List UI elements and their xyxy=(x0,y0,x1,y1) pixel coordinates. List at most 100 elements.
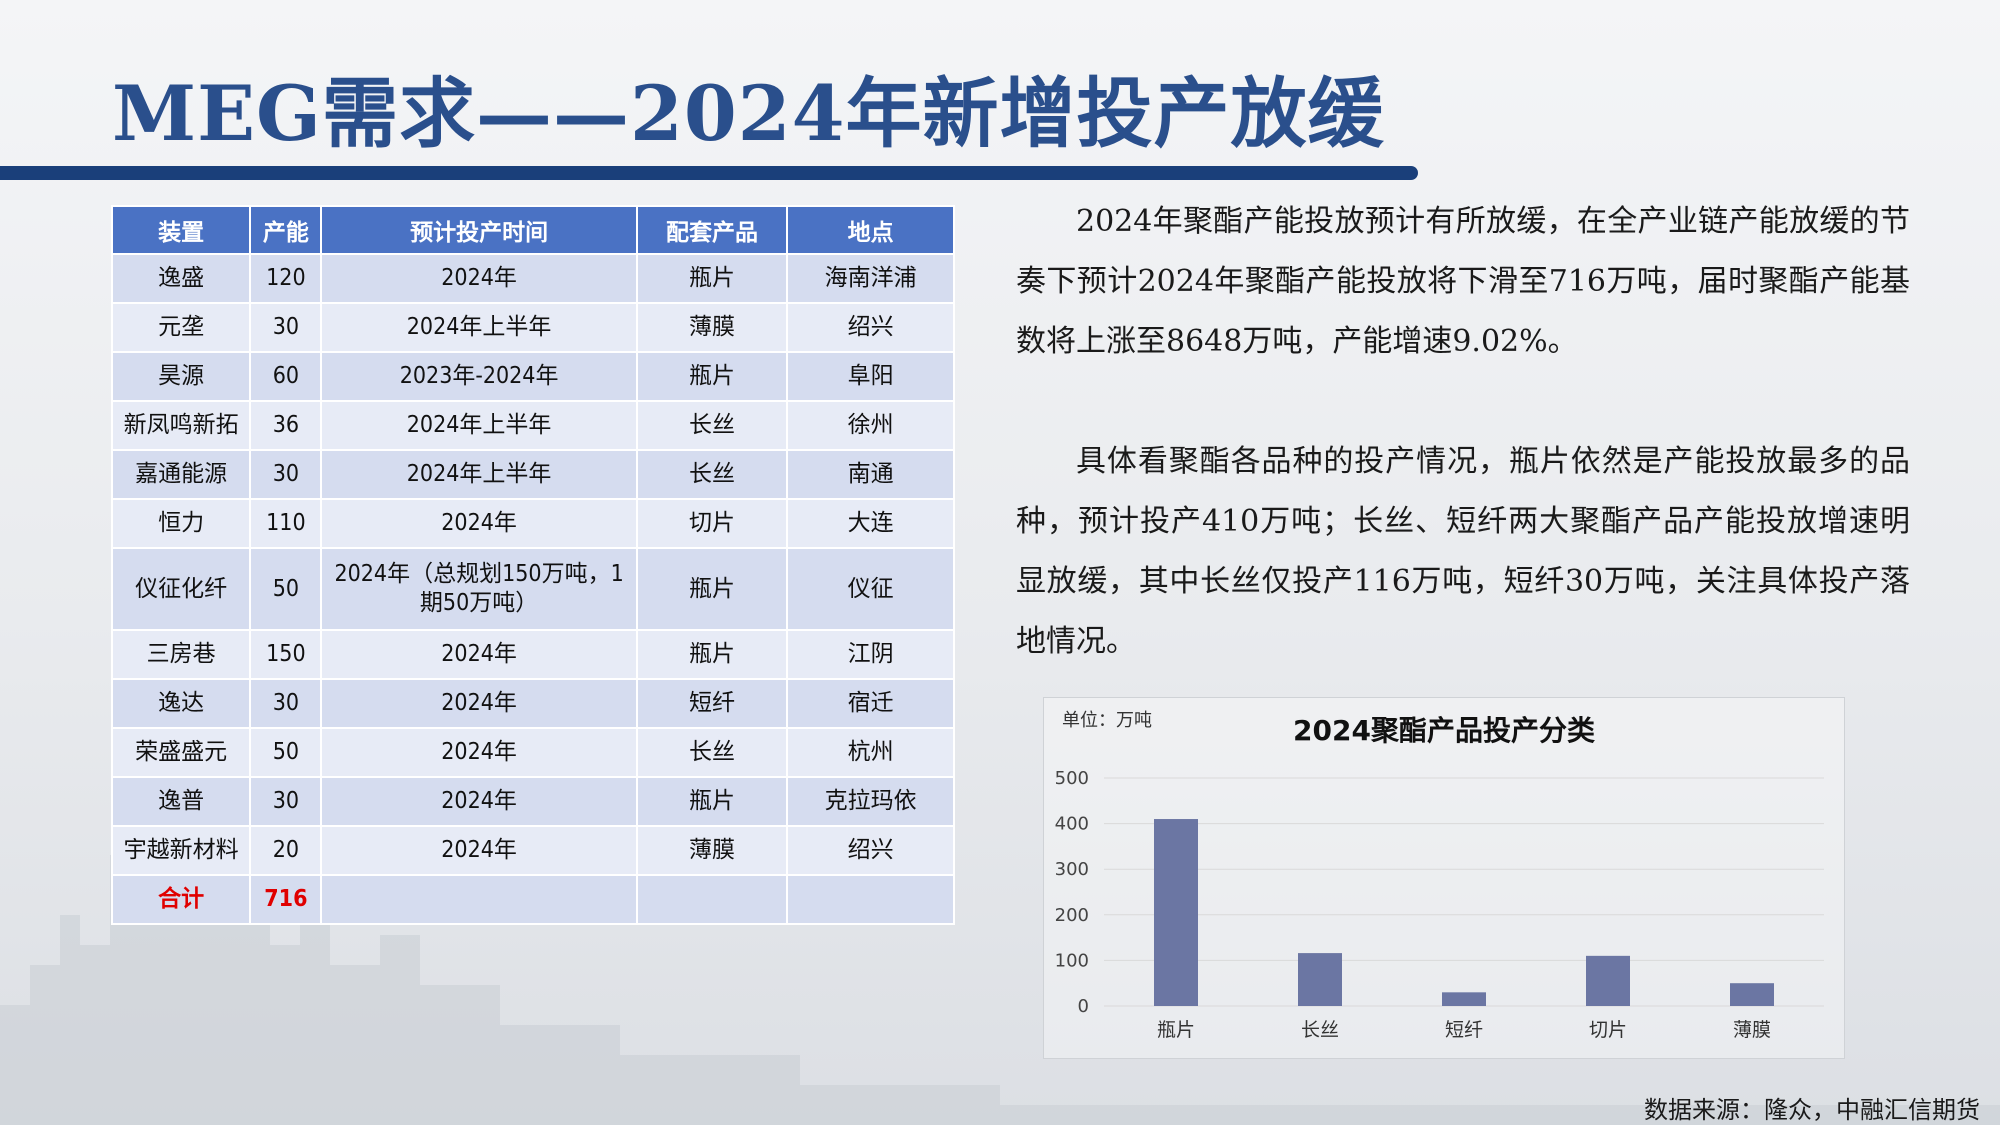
cell-location: 海南洋浦 xyxy=(786,253,955,304)
table-row: 荣盛盛元 50 2024年 长丝 杭州 xyxy=(110,727,955,778)
cell-device: 逸盛 xyxy=(110,253,252,304)
cell-product: 瓶片 xyxy=(635,776,789,827)
total-capacity: 716 xyxy=(249,874,323,925)
cell-product: 短纤 xyxy=(635,678,789,729)
cell-start-time: 2024年 xyxy=(320,825,638,876)
chart-title: 2024聚酯产品投产分类 xyxy=(1293,714,1595,747)
cell-location: 杭州 xyxy=(786,727,955,778)
bar-chart: 单位：万吨 2024聚酯产品投产分类 0 100 200 300 400 500 瓶片 长丝 短纤 切… xyxy=(1055,710,1824,1041)
cell-capacity: 60 xyxy=(249,351,323,402)
cell-start-time: 2024年 xyxy=(320,629,638,680)
bar-2 xyxy=(1442,992,1486,1006)
cell-location: 大连 xyxy=(786,498,955,549)
cell-start-time: 2024年（总规划150万吨，1期50万吨） xyxy=(320,547,638,631)
cell-device: 恒力 xyxy=(110,498,252,549)
table-row: 逸达 30 2024年 短纤 宿迁 xyxy=(110,678,955,729)
cell-start-time: 2024年 xyxy=(320,727,638,778)
table-row: 新凤鸣新拓 36 2024年上半年 长丝 徐州 xyxy=(110,400,955,451)
cell-location: 南通 xyxy=(786,449,955,500)
cell-product: 瓶片 xyxy=(635,629,789,680)
bar-1 xyxy=(1298,953,1342,1006)
table-row: 逸盛 120 2024年 瓶片 海南洋浦 xyxy=(110,253,955,304)
cell-capacity: 30 xyxy=(249,449,323,500)
cell-device: 三房巷 xyxy=(110,629,252,680)
cell-capacity: 120 xyxy=(249,253,323,304)
y-tick-label: 100 xyxy=(1055,950,1089,971)
cell-start-time: 2024年 xyxy=(320,253,638,304)
x-tick-label: 短纤 xyxy=(1445,1019,1483,1041)
cell-device: 逸达 xyxy=(110,678,252,729)
cell-capacity: 20 xyxy=(249,825,323,876)
header-capacity: 产能 xyxy=(249,205,323,255)
analysis-paragraph-1: 2024年聚酯产能投放预计有所放缓，在全产业链产能放缓的节奏下预计2024年聚酯… xyxy=(1016,204,1910,359)
cell-device: 逸普 xyxy=(110,776,252,827)
cell-device: 昊源 xyxy=(110,351,252,402)
cell-start-time: 2024年 xyxy=(320,776,638,827)
x-tick-label: 瓶片 xyxy=(1157,1019,1195,1041)
table-row: 逸普 30 2024年 瓶片 克拉玛依 xyxy=(110,776,955,827)
bar-0 xyxy=(1154,819,1198,1006)
y-tick-label: 300 xyxy=(1055,859,1089,880)
table-row: 三房巷 150 2024年 瓶片 江阴 xyxy=(110,629,955,680)
cell-capacity: 30 xyxy=(249,678,323,729)
table-row: 嘉通能源 30 2024年上半年 长丝 南通 xyxy=(110,449,955,500)
header-device: 装置 xyxy=(110,205,252,255)
cell-device: 元垄 xyxy=(110,302,252,353)
cell-location: 绍兴 xyxy=(786,825,955,876)
y-tick-label: 200 xyxy=(1055,905,1089,926)
cell-capacity: 110 xyxy=(249,498,323,549)
cell-location: 徐州 xyxy=(786,400,955,451)
table-row: 恒力 110 2024年 切片 大连 xyxy=(110,498,955,549)
cell-location: 宿迁 xyxy=(786,678,955,729)
cell-device: 荣盛盛元 xyxy=(110,727,252,778)
cell-product: 长丝 xyxy=(635,400,789,451)
cell-start-time: 2023年-2024年 xyxy=(320,351,638,402)
cell-capacity: 50 xyxy=(249,547,323,631)
chart-unit-label: 单位：万吨 xyxy=(1062,710,1152,731)
cell-device: 嘉通能源 xyxy=(110,449,252,500)
header-product: 配套产品 xyxy=(635,205,789,255)
total-label: 合计 xyxy=(110,874,252,925)
cell-device: 仪征化纤 xyxy=(110,547,252,631)
skyline-background xyxy=(0,825,2000,1125)
cell-product: 瓶片 xyxy=(635,253,789,304)
table-row: 元垄 30 2024年上半年 薄膜 绍兴 xyxy=(110,302,955,353)
cell-location: 江阴 xyxy=(786,629,955,680)
cell-product: 长丝 xyxy=(635,449,789,500)
cell-product: 薄膜 xyxy=(635,302,789,353)
x-tick-label: 长丝 xyxy=(1301,1019,1339,1041)
total-empty-cell xyxy=(635,874,789,925)
cell-location: 阜阳 xyxy=(786,351,955,402)
cell-product: 切片 xyxy=(635,498,789,549)
capacity-table: 装置 产能 预计投产时间 配套产品 地点 逸盛 120 2024年 瓶片 海南洋… xyxy=(110,205,955,925)
analysis-paragraph-2: 具体看聚酯各品种的投产情况，瓶片依然是产能投放最多的品种，预计投产410万吨；长… xyxy=(1016,444,1910,659)
cell-product: 长丝 xyxy=(635,727,789,778)
bar-3 xyxy=(1586,955,1630,1006)
y-tick-label: 500 xyxy=(1055,768,1089,789)
cell-capacity: 30 xyxy=(249,302,323,353)
cell-start-time: 2024年上半年 xyxy=(320,400,638,451)
cell-start-time: 2024年 xyxy=(320,498,638,549)
y-tick-label: 400 xyxy=(1055,814,1089,835)
bar-chart-container: 单位：万吨 2024聚酯产品投产分类 0 100 200 300 400 500 瓶片 长丝 短纤 切… xyxy=(1043,697,1845,1059)
y-tick-label: 0 xyxy=(1078,996,1089,1017)
cell-location: 克拉玛依 xyxy=(786,776,955,827)
table-total-row: 合计 716 xyxy=(110,874,955,925)
table-row: 昊源 60 2023年-2024年 瓶片 阜阳 xyxy=(110,351,955,402)
header-start-time: 预计投产时间 xyxy=(320,205,638,255)
cell-location: 绍兴 xyxy=(786,302,955,353)
page-title: MEG需求——2024年新增投产放缓 xyxy=(112,69,1385,158)
x-tick-label: 薄膜 xyxy=(1733,1019,1771,1041)
cell-device: 新凤鸣新拓 xyxy=(110,400,252,451)
cell-product: 薄膜 xyxy=(635,825,789,876)
cell-product: 瓶片 xyxy=(635,351,789,402)
table-row: 宇越新材料 20 2024年 薄膜 绍兴 xyxy=(110,825,955,876)
title-underline-bar xyxy=(0,166,1418,180)
header-location: 地点 xyxy=(786,205,955,255)
total-empty-cell xyxy=(320,874,638,925)
cell-capacity: 36 xyxy=(249,400,323,451)
cell-product: 瓶片 xyxy=(635,547,789,631)
cell-capacity: 50 xyxy=(249,727,323,778)
cell-device: 宇越新材料 xyxy=(110,825,252,876)
total-empty-cell xyxy=(786,874,955,925)
